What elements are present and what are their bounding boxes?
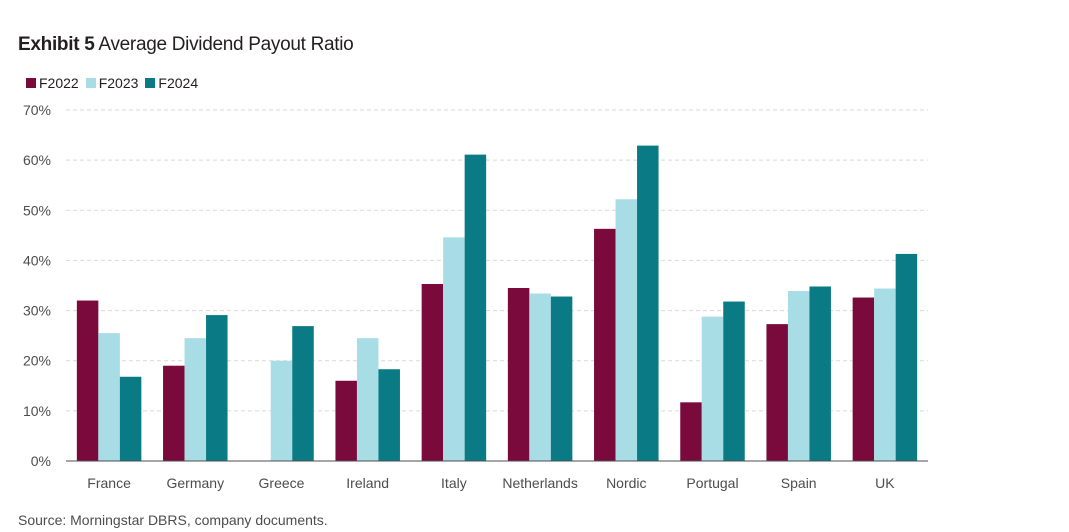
- bar-f2023: [615, 199, 638, 462]
- x-tick-label: Greece: [259, 475, 305, 491]
- legend-swatch-f2023: [85, 78, 96, 88]
- bar-f2023: [98, 333, 120, 461]
- legend: F2022 F2023 F2024: [26, 75, 205, 91]
- bar-f2023: [443, 237, 465, 461]
- bar-f2022: [594, 228, 616, 461]
- x-tick-label: Germany: [167, 475, 225, 491]
- x-tick-label: Spain: [781, 475, 817, 491]
- legend-item-f2023: F2023: [85, 75, 139, 91]
- x-tick-label: Netherlands: [502, 475, 578, 491]
- y-tick-label: 60%: [23, 152, 51, 168]
- bar-f2022: [335, 380, 357, 461]
- bar-f2024: [119, 376, 142, 461]
- bar-f2023: [356, 338, 379, 461]
- bar-chart: 0% 10% 20% 30% 40% 50% 60% 70% France Germany Gree…: [23, 102, 928, 491]
- legend-item-f2024: F2024: [145, 75, 198, 91]
- bar-f2024: [637, 145, 659, 461]
- bar-f2023: [874, 288, 896, 461]
- bar-f2024: [895, 253, 918, 461]
- legend-label-f2024: F2024: [158, 75, 199, 91]
- bar-f2024: [206, 315, 228, 461]
- bar-f2023: [701, 316, 724, 461]
- legend-label-f2023: F2023: [98, 75, 139, 91]
- bar-f2024: [809, 286, 831, 461]
- title-text: Average Dividend Payout Ratio: [98, 34, 354, 55]
- source-note: Source: Morningstar DBRS, company docume…: [18, 512, 328, 528]
- legend-swatch-f2022: [26, 78, 36, 88]
- bar-f2023: [270, 360, 293, 461]
- legend-item-f2022: F2022: [26, 75, 79, 91]
- bar-f2022: [507, 288, 530, 461]
- y-tick-label: 0%: [31, 453, 51, 469]
- y-tick-label: 20%: [23, 353, 51, 369]
- x-tick-label: Portugal: [686, 475, 738, 491]
- bar-f2024: [378, 369, 400, 461]
- bar-f2023: [787, 291, 810, 461]
- bar-f2022: [852, 297, 875, 461]
- bar-f2024: [550, 296, 573, 461]
- y-tick-label: 30%: [23, 303, 51, 319]
- bar-f2022: [766, 324, 788, 461]
- bar-f2024: [464, 154, 487, 461]
- y-tick-label: 40%: [23, 252, 51, 268]
- chart-title: Exhibit 5 Average Dividend Payout Ratio: [18, 34, 354, 56]
- x-tick-label: Italy: [441, 475, 467, 491]
- x-tick-label: UK: [875, 475, 895, 491]
- y-tick-label: 10%: [23, 403, 51, 419]
- bar-f2022: [421, 283, 444, 461]
- y-tick-label: 70%: [23, 102, 51, 118]
- bar-f2024: [723, 301, 745, 461]
- bar-f2022: [163, 365, 185, 461]
- bar-f2022: [680, 402, 702, 461]
- legend-swatch-f2024: [145, 78, 156, 88]
- bar-f2023: [529, 293, 551, 461]
- bar-f2023: [184, 338, 207, 461]
- y-tick-label: 50%: [23, 202, 51, 218]
- bar-f2022: [76, 300, 99, 461]
- x-tick-label: Nordic: [606, 475, 646, 491]
- x-tick-label: France: [87, 475, 131, 491]
- legend-label-f2022: F2022: [39, 75, 79, 91]
- bar-f2024: [292, 326, 314, 461]
- exhibit-label: Exhibit 5: [18, 34, 95, 55]
- x-tick-label: Ireland: [346, 475, 389, 491]
